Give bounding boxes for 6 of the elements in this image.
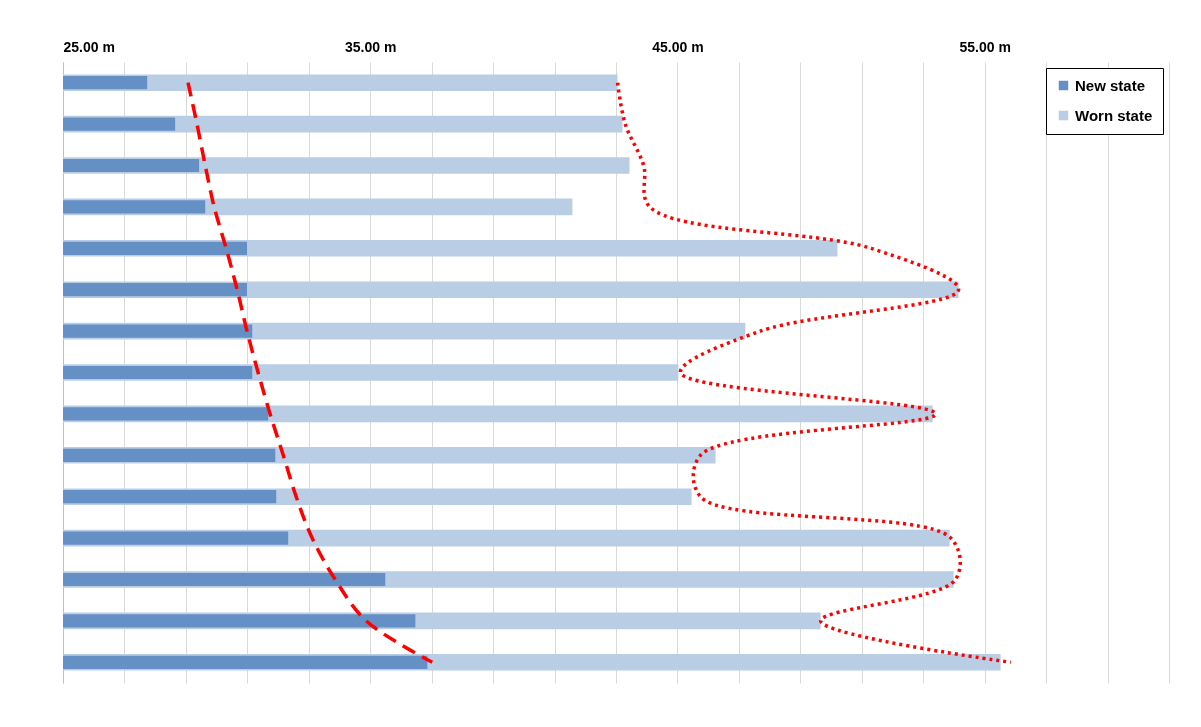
legend-label: Worn state [1075, 106, 1153, 124]
x-tick-label: 55.00 m [959, 38, 1011, 55]
x-tick-label: 35.00 m [345, 38, 397, 55]
x-tick-label: 25.00 m [63, 38, 115, 55]
x-tick-label: 45.00 m [652, 38, 704, 55]
legend-label: New state [1075, 76, 1146, 94]
